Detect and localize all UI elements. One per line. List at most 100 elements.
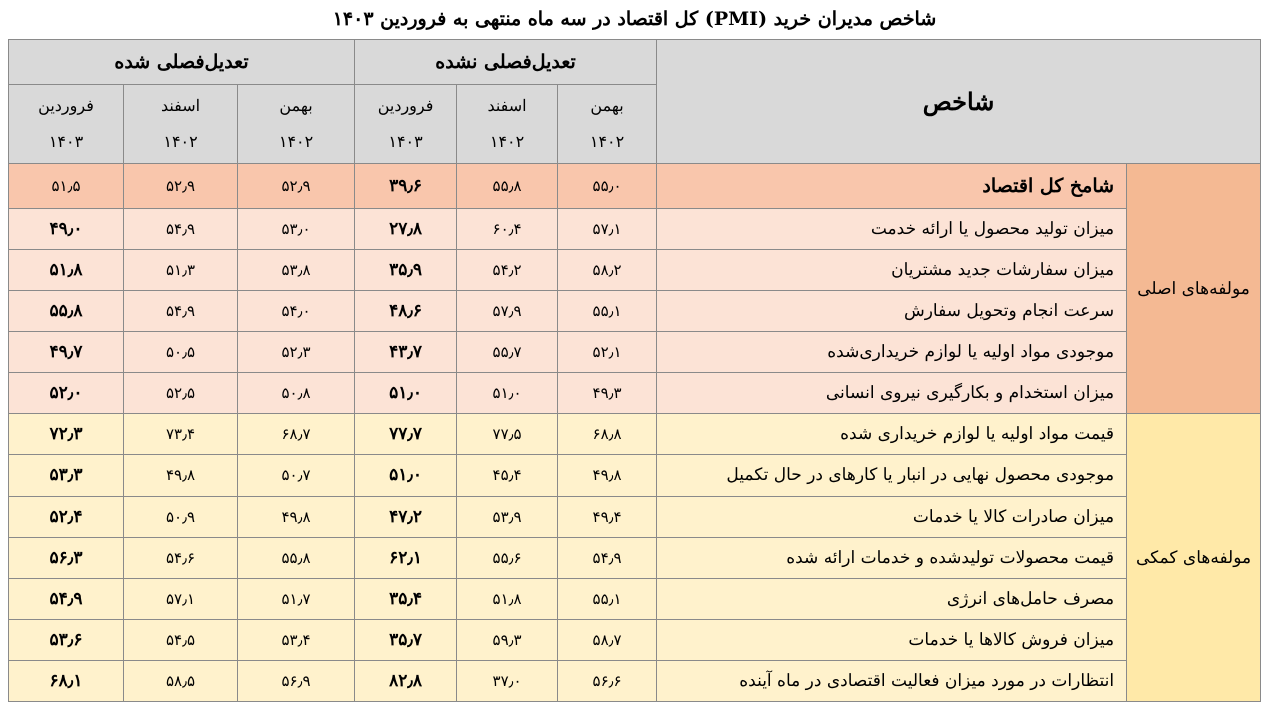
- value-cell: ۵۴٫۹: [123, 207, 239, 251]
- table-row: قیمت محصولات تولیدشده و خدمات ارائه شده …: [7, 536, 1261, 579]
- value-cell: ۴۹٫۷: [7, 331, 125, 374]
- row-label: میزان سفارشات جدید مشتریان: [656, 249, 1128, 292]
- value-cell: ۵۱٫۵: [7, 163, 125, 209]
- value-cell: ۴۹٫۸: [557, 454, 658, 497]
- value-cell: ۵۲٫۵: [123, 372, 239, 415]
- value-cell: ۶۸٫۱: [7, 659, 125, 703]
- value-cell: ۴۹٫۸: [237, 495, 356, 538]
- value-cell: ۵۱٫۸: [456, 577, 559, 620]
- value-cell: ۵۴٫۲: [456, 249, 559, 292]
- value-cell: ۵۸٫۲: [557, 249, 658, 292]
- pmi-table: شاخص تعدیل‌فصلی نشده تعدیل‌فصلی شده بهمن…: [7, 39, 1262, 703]
- row-label: میزان فروش کالاها یا خدمات: [656, 618, 1128, 661]
- value-cell: ۵۶٫۶: [557, 659, 658, 703]
- value-cell: ۵۵٫۷: [456, 331, 559, 374]
- value-cell: ۵۰٫۷: [237, 454, 356, 497]
- row-label: موجودی مواد اولیه یا لوازم خریداری‌شده: [656, 331, 1128, 374]
- value-cell: ۵۴٫۹: [123, 290, 239, 333]
- row-label: میزان استخدام و بکارگیری نیروی انسانی: [656, 372, 1128, 415]
- header-month: بهمن ۱۴۰۲: [237, 84, 356, 164]
- value-cell: ۴۹٫۴: [557, 495, 658, 538]
- header-month: اسفند ۱۴۰۲: [456, 84, 559, 164]
- value-cell: ۵۶٫۳: [7, 536, 125, 579]
- table-row: مصرف حامل‌های انرژی ۵۵٫۱ ۵۱٫۸ ۳۵٫۴ ۵۱٫۷ …: [7, 577, 1261, 620]
- value-cell: ۵۷٫۱: [557, 207, 658, 251]
- value-cell: ۵۰٫۵: [123, 331, 239, 374]
- table-row: انتظارات در مورد میزان فعالیت اقتصادی در…: [7, 659, 1261, 703]
- table-row: سرعت انجام وتحویل سفارش ۵۵٫۱ ۵۷٫۹ ۴۸٫۶ ۵…: [7, 290, 1261, 333]
- value-cell: ۵۴٫۹: [7, 577, 125, 620]
- value-cell: ۵۵٫۸: [7, 290, 125, 333]
- value-cell: ۴۳٫۷: [354, 331, 458, 374]
- value-cell: ۵۳٫۹: [456, 495, 559, 538]
- value-cell: ۴۹٫۳: [557, 372, 658, 415]
- row-label: قیمت مواد اولیه یا لوازم خریداری شده: [656, 413, 1128, 456]
- value-cell: ۵۸٫۵: [123, 659, 239, 703]
- group-main-label: مولفه‌های اصلی: [1126, 162, 1262, 415]
- header-not-adjusted: تعدیل‌فصلی نشده: [354, 39, 658, 85]
- value-cell: ۵۳٫۸: [237, 249, 356, 292]
- value-cell: ۴۵٫۴: [456, 454, 559, 497]
- table-row: میزان استخدام و بکارگیری نیروی انسانی ۴۹…: [7, 372, 1261, 415]
- value-cell: ۵۲٫۴: [7, 495, 125, 538]
- row-label: شامخ کل اقتصاد: [656, 163, 1128, 209]
- header-month: اسفند ۱۴۰۲: [123, 84, 239, 164]
- value-cell: ۵۲٫۰: [7, 372, 125, 415]
- value-cell: ۵۴٫۰: [237, 290, 356, 333]
- value-cell: ۵۲٫۳: [237, 331, 356, 374]
- value-cell: ۵۹٫۳: [456, 618, 559, 661]
- value-cell: ۵۷٫۹: [456, 290, 559, 333]
- value-cell: ۷۷٫۷: [354, 413, 458, 456]
- table-row: میزان فروش کالاها یا خدمات ۵۸٫۷ ۵۹٫۳ ۳۵٫…: [7, 618, 1261, 661]
- row-label: انتظارات در مورد میزان فعالیت اقتصادی در…: [656, 659, 1128, 703]
- row-label: میزان صادرات کالا یا خدمات: [656, 495, 1128, 538]
- value-cell: ۵۱٫۰: [354, 454, 458, 497]
- value-cell: ۶۲٫۱: [354, 536, 458, 579]
- value-cell: ۵۱٫۸: [7, 249, 125, 292]
- value-cell: ۳۵٫۴: [354, 577, 458, 620]
- value-cell: ۵۶٫۹: [237, 659, 356, 703]
- header-month: بهمن ۱۴۰۲: [557, 84, 658, 164]
- header-indicator: شاخص: [656, 39, 1262, 164]
- value-cell: ۵۵٫۰: [557, 163, 658, 209]
- value-cell: ۵۰٫۸: [237, 372, 356, 415]
- value-cell: ۳۵٫۹: [354, 249, 458, 292]
- row-label: قیمت محصولات تولیدشده و خدمات ارائه شده: [656, 536, 1128, 579]
- value-cell: ۷۷٫۵: [456, 413, 559, 456]
- value-cell: ۲۷٫۸: [354, 207, 458, 251]
- table-row: موجودی مواد اولیه یا لوازم خریداری‌شده ۵…: [7, 331, 1261, 374]
- value-cell: ۵۵٫۱: [557, 577, 658, 620]
- value-cell: ۳۹٫۶: [354, 163, 458, 209]
- value-cell: ۵۳٫۰: [237, 207, 356, 251]
- value-cell: ۵۵٫۶: [456, 536, 559, 579]
- row-label: مصرف حامل‌های انرژی: [656, 577, 1128, 620]
- header-month: فروردین ۱۴۰۳: [7, 84, 125, 164]
- header-month: فروردین ۱۴۰۳: [354, 84, 458, 164]
- value-cell: ۸۲٫۸: [354, 659, 458, 703]
- value-cell: ۵۵٫۸: [237, 536, 356, 579]
- value-cell: ۴۹٫۸: [123, 454, 239, 497]
- value-cell: ۷۲٫۳: [7, 413, 125, 456]
- row-label: سرعت انجام وتحویل سفارش: [656, 290, 1128, 333]
- value-cell: ۵۴٫۹: [557, 536, 658, 579]
- table-title: شاخص مدیران خرید (PMI) کل اقتصاد در سه م…: [332, 8, 937, 30]
- value-cell: ۴۸٫۶: [354, 290, 458, 333]
- value-cell: ۵۴٫۵: [123, 618, 239, 661]
- value-cell: ۵۴٫۶: [123, 536, 239, 579]
- value-cell: ۵۰٫۹: [123, 495, 239, 538]
- value-cell: ۵۲٫۹: [123, 163, 239, 209]
- row-label: میزان تولید محصول یا ارائه خدمت: [656, 207, 1128, 251]
- value-cell: ۵۷٫۱: [123, 577, 239, 620]
- value-cell: ۵۳٫۴: [237, 618, 356, 661]
- table-row: مولفه‌های کمکی قیمت مواد اولیه یا لوازم …: [7, 413, 1262, 702]
- value-cell: ۵۲٫۱: [557, 331, 658, 374]
- value-cell: ۳۷٫۰: [456, 659, 559, 703]
- table-row-total: مولفه‌های اصلی شامخ کل اقتصاد ۵۵٫۰ ۵۵٫۸ …: [7, 162, 1262, 415]
- value-cell: ۶۸٫۸: [557, 413, 658, 456]
- value-cell: ۴۷٫۲: [354, 495, 458, 538]
- value-cell: ۵۲٫۹: [237, 163, 356, 209]
- table-row: میزان سفارشات جدید مشتریان ۵۸٫۲ ۵۴٫۲ ۳۵٫…: [7, 249, 1261, 292]
- value-cell: ۵۱٫۷: [237, 577, 356, 620]
- row-label: موجودی محصول نهایی در انبار یا کارهای در…: [656, 454, 1128, 497]
- table-row: میزان صادرات کالا یا خدمات ۴۹٫۴ ۵۳٫۹ ۴۷٫…: [7, 495, 1261, 538]
